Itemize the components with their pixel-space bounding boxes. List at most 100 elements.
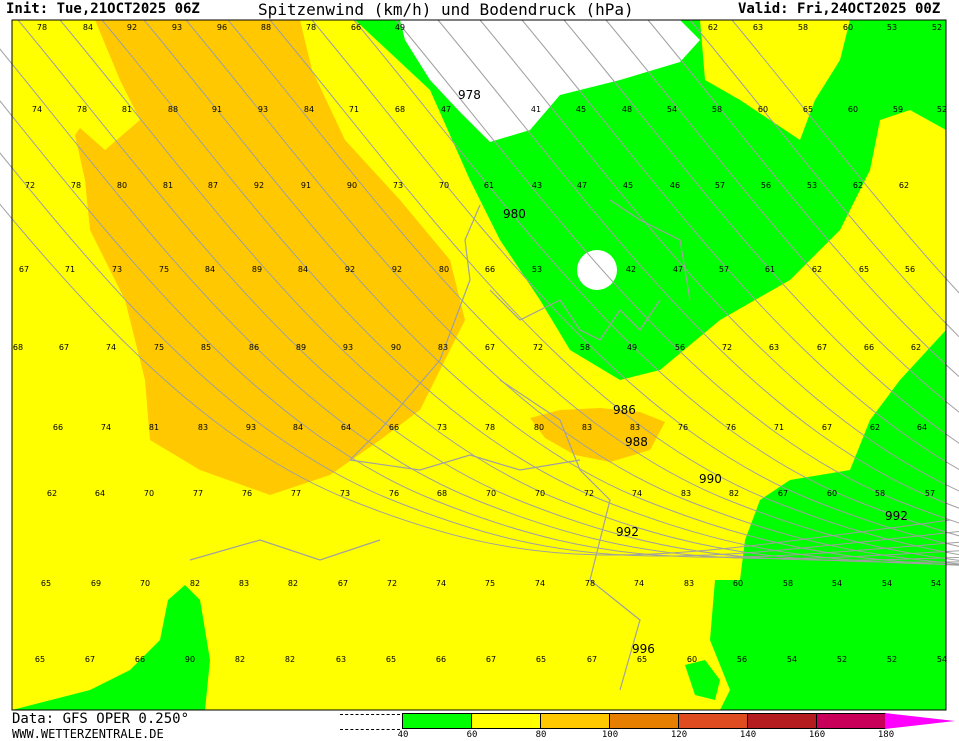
wind-value: 67 bbox=[778, 489, 788, 498]
wind-value: 65 bbox=[803, 105, 813, 114]
wind-value: 78 bbox=[485, 423, 495, 432]
legend-tick: 80 bbox=[535, 730, 547, 740]
wind-value: 56 bbox=[905, 265, 915, 274]
legend-tick: 40 bbox=[397, 730, 409, 740]
legend-tick: 140 bbox=[739, 730, 757, 740]
wind-value: 92 bbox=[127, 23, 137, 32]
wind-value: 92 bbox=[392, 265, 402, 274]
wind-value: 82 bbox=[288, 579, 298, 588]
isobar-label: 978 bbox=[458, 88, 481, 102]
wind-value: 72 bbox=[533, 343, 543, 352]
wind-area-40-60-small bbox=[685, 660, 720, 700]
calm-area-north bbox=[400, 20, 700, 142]
wind-value: 63 bbox=[753, 23, 763, 32]
wind-area-60-80-ne bbox=[700, 20, 850, 140]
wind-value: 67 bbox=[85, 655, 95, 664]
wind-value: 84 bbox=[298, 265, 308, 274]
isobar-line bbox=[101, 19, 959, 566]
wind-value: 82 bbox=[285, 655, 295, 664]
wind-value: 90 bbox=[391, 343, 401, 352]
wind-value: 60 bbox=[843, 23, 853, 32]
wind-value: 92 bbox=[254, 181, 264, 190]
wind-value: 88 bbox=[168, 105, 178, 114]
wind-value: 85 bbox=[201, 343, 211, 352]
wind-value: 89 bbox=[252, 265, 262, 274]
wind-value: 62 bbox=[708, 23, 718, 32]
wind-value: 66 bbox=[53, 423, 63, 432]
wind-value: 70 bbox=[140, 579, 150, 588]
isobar-line bbox=[479, 19, 959, 492]
data-source: Data: GFS OPER 0.250° bbox=[12, 711, 190, 727]
wind-value: 60 bbox=[827, 489, 837, 498]
isobar-line bbox=[0, 48, 959, 560]
wind-value: 63 bbox=[336, 655, 346, 664]
wind-value: 67 bbox=[486, 655, 496, 664]
wind-value: 66 bbox=[485, 265, 495, 274]
wind-value: 60 bbox=[848, 105, 858, 114]
wind-value: 74 bbox=[101, 423, 111, 432]
wind-value: 62 bbox=[853, 181, 863, 190]
wind-value: 54 bbox=[937, 655, 947, 664]
coastlines bbox=[189, 199, 691, 691]
isobar-label: 990 bbox=[699, 472, 722, 486]
legend-tick: 100 bbox=[601, 730, 619, 740]
isobar-line bbox=[563, 19, 959, 444]
wind-value: 48 bbox=[622, 105, 632, 114]
legend-swatch bbox=[816, 713, 886, 729]
wind-value: 58 bbox=[875, 489, 885, 498]
wind-value: 73 bbox=[393, 181, 403, 190]
wind-value: 62 bbox=[47, 489, 57, 498]
legend-tick: 120 bbox=[670, 730, 688, 740]
wind-value: 84 bbox=[83, 23, 93, 32]
wind-value: 66 bbox=[864, 343, 874, 352]
wind-value: 47 bbox=[441, 105, 451, 114]
wind-value: 58 bbox=[783, 579, 793, 588]
isobar-line bbox=[605, 19, 959, 413]
wind-value: 81 bbox=[163, 181, 173, 190]
legend-swatch bbox=[402, 713, 472, 729]
wind-value: 81 bbox=[149, 423, 159, 432]
wind-value: 57 bbox=[925, 489, 935, 498]
wind-value: 66 bbox=[135, 655, 145, 664]
wind-value: 65 bbox=[637, 655, 647, 664]
isobar-line bbox=[647, 19, 959, 378]
wind-value: 70 bbox=[144, 489, 154, 498]
wind-value: 56 bbox=[737, 655, 747, 664]
wind-value: 76 bbox=[389, 489, 399, 498]
wind-value: 77 bbox=[291, 489, 301, 498]
wind-value: 65 bbox=[386, 655, 396, 664]
wind-value: 70 bbox=[535, 489, 545, 498]
isobar-line bbox=[395, 19, 959, 524]
wind-value: 73 bbox=[112, 265, 122, 274]
wind-value: 62 bbox=[812, 265, 822, 274]
website-credit[interactable]: WWW.WETTERZENTRALE.DE bbox=[12, 727, 164, 741]
wind-value: 41 bbox=[531, 105, 541, 114]
wind-value: 53 bbox=[807, 181, 817, 190]
wind-value: 70 bbox=[439, 181, 449, 190]
wind-value: 91 bbox=[301, 181, 311, 190]
wind-value: 54 bbox=[787, 655, 797, 664]
wind-value: 45 bbox=[576, 105, 586, 114]
wind-value: 90 bbox=[185, 655, 195, 664]
wind-value: 90 bbox=[347, 181, 357, 190]
legend-tick: 180 bbox=[877, 730, 895, 740]
isobar-line bbox=[269, 19, 959, 556]
wind-value: 75 bbox=[154, 343, 164, 352]
legend-swatch bbox=[609, 713, 679, 729]
wind-value: 49 bbox=[395, 23, 405, 32]
wind-value: 72 bbox=[387, 579, 397, 588]
legend-swatch bbox=[471, 713, 541, 729]
valid-time: Valid: Fri,24OCT2025 00Z bbox=[738, 1, 941, 17]
isobar-line bbox=[731, 19, 959, 294]
wind-value: 84 bbox=[205, 265, 215, 274]
wind-value: 47 bbox=[577, 181, 587, 190]
wind-value: 42 bbox=[626, 265, 636, 274]
init-time: Init: Tue,21OCT2025 06Z bbox=[6, 1, 200, 17]
wind-value: 66 bbox=[436, 655, 446, 664]
wind-value: 82 bbox=[235, 655, 245, 664]
wind-value: 58 bbox=[580, 343, 590, 352]
wind-value: 43 bbox=[532, 181, 542, 190]
wind-value: 84 bbox=[304, 105, 314, 114]
wind-value: 54 bbox=[832, 579, 842, 588]
isobar-line bbox=[185, 19, 959, 565]
